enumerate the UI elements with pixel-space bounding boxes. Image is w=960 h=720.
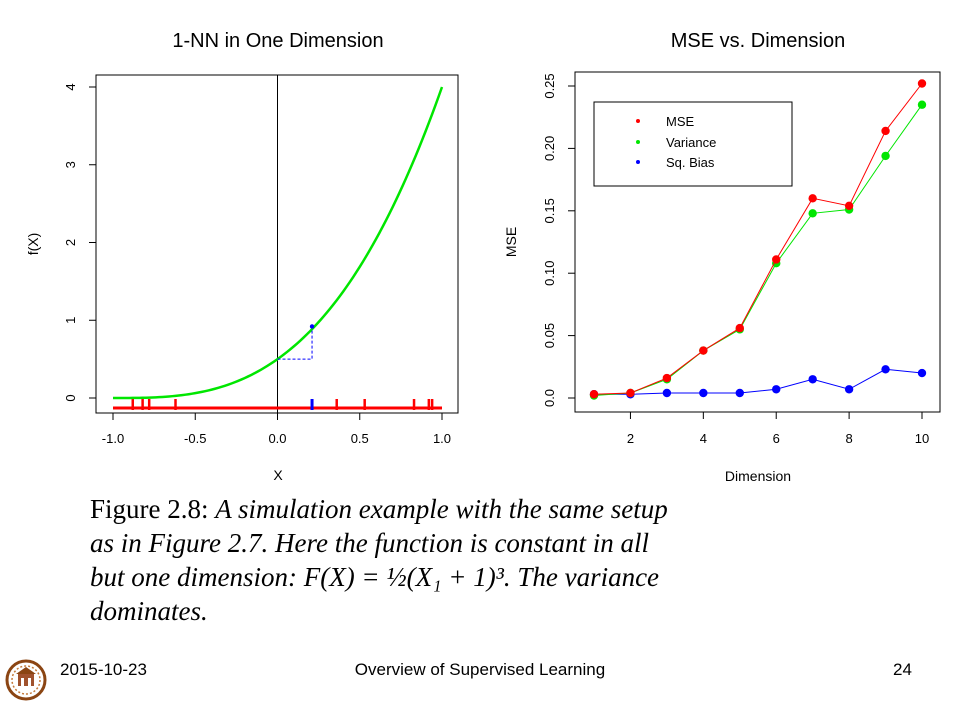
figure-panels: 1-NN in One Dimension -1.0 -0.5 0.0 0.5 1.0 0… xyxy=(25,30,941,484)
point-mse xyxy=(626,388,635,398)
left-x-tick-label: 1.0 xyxy=(433,431,451,446)
caption-figure-label: Figure 2.8: xyxy=(90,494,209,524)
point-mse xyxy=(662,373,672,383)
point-mse xyxy=(735,323,744,333)
legend-box xyxy=(593,101,793,187)
left-y-tick-label: 1 xyxy=(63,317,78,324)
right-plot-frame xyxy=(574,71,941,413)
left-x-tick-label: 0.0 xyxy=(268,431,286,446)
right-x-tick-label: 2 xyxy=(627,431,634,446)
point-sq-bias xyxy=(662,388,672,398)
point-variance xyxy=(881,151,890,161)
point-mse xyxy=(844,201,854,211)
caption-line-1: Figure 2.8: A simulation example with th… xyxy=(90,492,880,526)
left-x-tick-label: -0.5 xyxy=(184,431,206,446)
point-sq-bias xyxy=(844,385,854,394)
right-y-axis-label: MSE xyxy=(503,227,519,257)
point-variance xyxy=(808,209,817,218)
left-y-axis-label: f(X) xyxy=(25,233,41,256)
series-line-mse xyxy=(593,83,923,395)
right-x-axis-label: Dimension xyxy=(725,468,791,484)
right-y-tick-label: 0.20 xyxy=(542,136,557,161)
point-sq-bias xyxy=(699,388,708,398)
nn-point xyxy=(309,324,315,329)
legend-label-sq-bias: Sq. Bias xyxy=(666,155,715,170)
right-y-tick-label: 0.25 xyxy=(542,73,557,98)
figure-caption: Figure 2.8: A simulation example with th… xyxy=(90,492,880,628)
point-sq-bias xyxy=(735,388,744,398)
legend: MSE Variance Sq. Bias xyxy=(593,101,793,187)
left-y-tick-label: 2 xyxy=(63,239,78,246)
university-seal-icon xyxy=(5,659,47,701)
footer-page-number: 24 xyxy=(893,660,912,679)
footer-date: 2015-10-23 xyxy=(60,660,147,679)
point-mse xyxy=(881,126,890,136)
right-x-tick-label: 4 xyxy=(700,431,707,446)
caption-text-1: A simulation example with the same setup xyxy=(215,494,668,524)
left-y-tick-label: 4 xyxy=(63,83,78,90)
point-sq-bias xyxy=(881,365,890,374)
caption-line-2: as in Figure 2.7. Here the function is c… xyxy=(90,528,649,558)
point-sq-bias xyxy=(808,375,817,384)
right-chart: MSE vs. Dimension 2 4 6 8 10 0.0 0.05 0.10 0.15 0… xyxy=(503,30,941,484)
legend-marker-variance xyxy=(636,140,640,144)
right-chart-title: MSE vs. Dimension xyxy=(671,30,846,52)
right-y-tick-label: 0.05 xyxy=(542,323,557,348)
left-chart: 1-NN in One Dimension -1.0 -0.5 0.0 0.5 1.0 0… xyxy=(25,30,459,483)
left-x-axis-label: X xyxy=(273,467,283,483)
nn-dashed-guide xyxy=(277,326,313,360)
point-sq-bias xyxy=(917,368,927,378)
series-line-sq-bias xyxy=(594,368,923,395)
point-mse xyxy=(772,255,781,264)
right-x-tick-label: 8 xyxy=(845,431,852,446)
legend-label-mse: MSE xyxy=(666,114,695,129)
caption-line-4: dominates. xyxy=(90,596,208,626)
point-mse xyxy=(699,346,708,355)
left-chart-title: 1-NN in One Dimension xyxy=(172,30,383,52)
right-x-tick-label: 10 xyxy=(915,431,929,446)
legend-label-variance: Variance xyxy=(666,135,716,150)
series-line-variance xyxy=(593,104,923,396)
legend-marker-sq-bias xyxy=(636,160,640,164)
right-y-tick-label: 0.10 xyxy=(542,261,557,286)
point-mse xyxy=(917,79,927,88)
point-mse xyxy=(589,390,599,399)
footer-title: Overview of Supervised Learning xyxy=(354,660,606,679)
point-mse xyxy=(808,194,817,203)
point-variance xyxy=(917,100,927,109)
right-x-tick-label: 6 xyxy=(773,431,780,446)
caption-line-3: but one dimension: F(X) = ½(X₁ + 1)³. Th… xyxy=(90,562,660,592)
legend-marker-mse xyxy=(636,119,640,123)
right-y-tick-label: 0.0 xyxy=(542,389,557,407)
point-sq-bias xyxy=(772,385,781,394)
left-y-tick-label: 0 xyxy=(63,394,78,401)
right-y-tick-label: 0.15 xyxy=(542,198,557,223)
left-x-tick-label: 0.5 xyxy=(351,431,369,446)
left-y-tick-label: 3 xyxy=(63,161,78,168)
left-x-tick-label: -1.0 xyxy=(102,431,124,446)
